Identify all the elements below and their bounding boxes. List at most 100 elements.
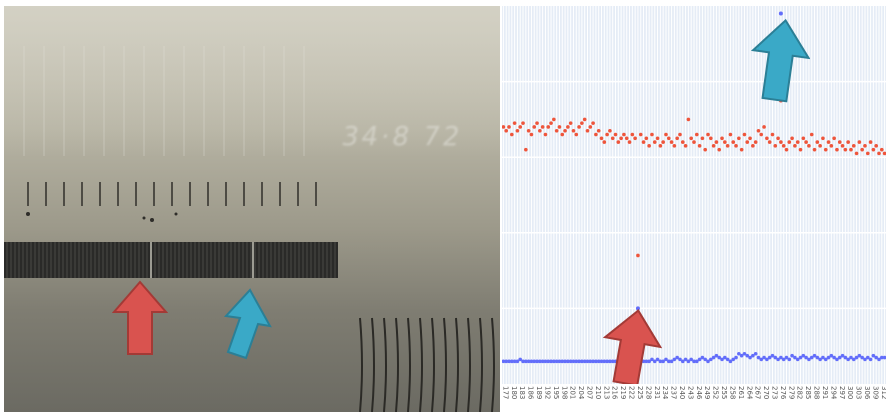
data-point [610,359,615,364]
data-point [762,125,766,129]
x-tick-label: 309 [871,386,879,399]
data-point [809,355,814,360]
data-point [608,359,612,364]
data-point [823,147,828,152]
data-point [650,132,654,137]
data-point [759,357,764,362]
data-point [557,125,562,129]
data-point [781,144,786,148]
data-point [829,144,834,148]
data-point [874,355,878,360]
data-point [641,140,646,144]
data-point [759,132,764,137]
data-point [826,140,831,144]
data-point [832,355,836,360]
data-point [563,128,567,133]
data-point [678,132,682,137]
x-tick-label: 270 [762,386,770,399]
data-point [779,140,783,144]
data-point [535,121,539,125]
data-point [644,359,649,364]
x-tick-label: 186 [527,386,535,400]
data-point [599,359,604,364]
data-point [742,132,747,137]
x-tick-label: 228 [644,386,652,399]
x-tick-label: 237 [670,386,678,399]
plot-series [502,11,886,364]
data-point [526,128,531,133]
x-tick-label: 294 [829,386,837,400]
data-point [532,359,537,364]
data-point [723,355,727,360]
data-point [504,128,509,133]
x-tick-label: 252 [712,386,720,399]
data-point [835,147,839,152]
data-point [529,359,534,364]
data-point [787,357,792,362]
photo-highlight [4,6,500,156]
data-point [624,136,629,141]
x-tick-label: 234 [661,386,669,400]
data-point [512,359,517,364]
data-point [770,132,775,137]
data-point [613,132,618,137]
data-point [868,140,873,144]
x-tick-label: 264 [745,386,753,400]
data-point [821,136,825,141]
data-point [666,359,671,364]
data-point [588,125,593,129]
strip-defect-line-1 [150,242,152,278]
data-point [860,147,864,152]
data-point [563,359,567,364]
photo-stamp-text: 34·8 72 [339,122,465,152]
x-tick-label: 297 [838,386,846,399]
data-point [776,357,780,362]
data-point [549,359,553,364]
data-point [683,357,688,362]
data-point [868,357,873,362]
x-tick-label: 225 [636,386,644,399]
data-point [765,136,769,141]
data-point [790,136,794,141]
data-point [821,355,825,360]
data-point [851,357,856,362]
outlier-point [778,11,783,16]
data-point [518,357,523,362]
data-point [753,140,758,144]
data-point [680,359,685,364]
data-point [650,357,654,362]
data-point [737,136,741,141]
data-point [568,121,573,125]
data-point [507,359,511,364]
data-point [857,140,862,144]
data-point [815,140,820,144]
data-point [773,144,778,148]
data-point [675,136,679,141]
data-point [851,144,856,148]
x-tick-label: 291 [821,386,829,399]
data-point [630,132,635,137]
data-point [809,132,814,137]
data-point [815,355,820,360]
x-tick-label: 300 [846,386,854,399]
data-point [560,359,565,364]
data-point [753,351,758,356]
data-point [742,351,747,356]
data-point [731,357,736,362]
printed-dark-strip [4,242,338,278]
data-point [644,136,649,141]
data-point [709,357,713,362]
data-point [577,359,581,364]
data-point [686,117,691,122]
data-point [762,355,766,360]
data-point [526,359,531,364]
data-point [669,140,674,144]
strip-defect-line-2 [252,242,254,278]
data-point [795,140,800,144]
data-point [745,353,750,358]
data-point [521,359,525,364]
data-point [720,357,724,362]
data-point [636,253,640,258]
data-point [863,144,867,148]
